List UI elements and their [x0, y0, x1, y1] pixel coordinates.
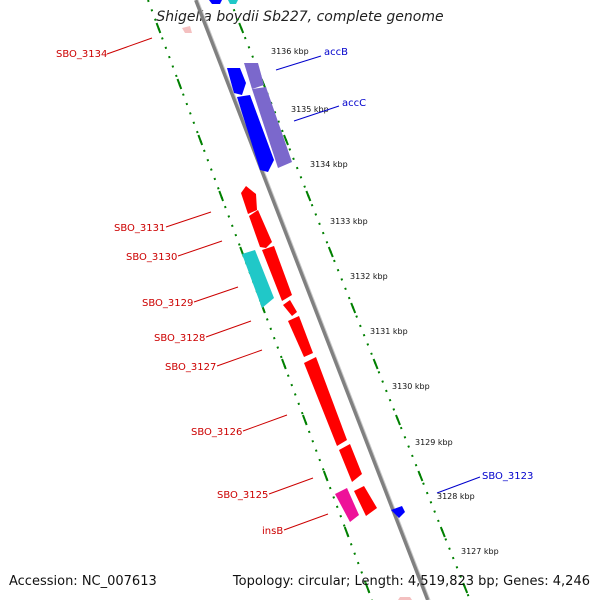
accession-text: Accession: NC_007613 — [9, 574, 157, 589]
label-leader — [275, 55, 322, 71]
gene-label-accB[interactable]: accB — [324, 47, 348, 58]
kbp-label: 3130 kbp — [392, 382, 430, 391]
gene-accB-alt[interactable] — [244, 63, 264, 89]
label-leader — [106, 37, 153, 55]
label-leader — [293, 105, 340, 122]
gene-label-SBO_3123[interactable]: SBO_3123 — [482, 471, 533, 482]
kbp-label: 3129 kbp — [415, 438, 453, 447]
kbp-label: 3135 kbp — [291, 105, 329, 114]
major-tick — [364, 582, 371, 594]
genome-title: Shigella boydii Sb227, complete genome — [156, 9, 444, 25]
gene-label-SBO_3130[interactable]: SBO_3130 — [126, 252, 177, 263]
gene-insB-a[interactable] — [335, 488, 359, 522]
major-tick — [462, 582, 469, 594]
label-leader — [216, 349, 263, 367]
kbp-label: 3134 kbp — [310, 160, 348, 169]
gene-accC[interactable] — [237, 95, 274, 172]
gene-SBO_3131[interactable] — [241, 186, 257, 214]
gene-SBO_3129[interactable] — [242, 250, 274, 308]
gene-partial-top-blue[interactable] — [209, 0, 222, 4]
major-tick — [322, 470, 329, 482]
label-leader — [283, 513, 329, 531]
label-leader — [242, 414, 288, 432]
label-leader — [268, 477, 314, 495]
major-tick — [372, 358, 379, 370]
kbp-label: 3128 kbp — [437, 492, 475, 501]
label-leader — [205, 320, 252, 338]
kbp-label: 3136 kbp — [271, 47, 309, 56]
kbp-label: 3133 kbp — [330, 217, 368, 226]
major-tick — [281, 358, 287, 370]
gene-SBO_3125[interactable] — [339, 444, 362, 482]
gene-label-SBO_3127[interactable]: SBO_3127 — [165, 362, 216, 373]
gene-insB-b[interactable] — [354, 486, 377, 516]
topology-stats-text: Topology: circular; Length: 4,519,823 bp… — [232, 574, 590, 589]
gene-SBO_3127[interactable] — [288, 316, 313, 357]
kbp-label: 3132 kbp — [350, 272, 388, 281]
reverse-gene-labels: SBO_3134 SBO_3131 SBO_3130 SBO_3129 SBO_… — [56, 37, 329, 537]
major-tick — [197, 134, 204, 146]
gene-label-SBO_3131[interactable]: SBO_3131 — [114, 223, 165, 234]
gene-SBO_3126[interactable] — [304, 357, 347, 446]
gene-SBO_3123[interactable] — [391, 506, 405, 518]
gene-partial-bottom[interactable] — [398, 597, 412, 600]
major-tick — [350, 302, 357, 314]
kbp-label: 3127 kbp — [461, 547, 499, 556]
gene-label-SBO_3128[interactable]: SBO_3128 — [154, 333, 205, 344]
major-tick — [218, 190, 224, 202]
genome-backbone-highlight — [197, 0, 431, 600]
label-leader — [177, 240, 223, 257]
label-leader — [193, 286, 239, 303]
major-tick — [283, 134, 289, 146]
forward-gene-labels: accB accC SBO_3123 — [275, 47, 533, 494]
genome-backbone — [194, 0, 430, 600]
major-tick — [155, 22, 162, 34]
major-tick — [327, 246, 334, 258]
gene-label-SBO_3129[interactable]: SBO_3129 — [142, 298, 193, 309]
gene-label-SBO_3125[interactable]: SBO_3125 — [217, 490, 268, 501]
gene-SBO_3128-b[interactable] — [283, 300, 297, 316]
label-leader — [436, 476, 481, 494]
major-tick — [395, 414, 401, 426]
major-tick — [417, 470, 424, 482]
gene-label-accC[interactable]: accC — [342, 98, 366, 109]
major-tick — [238, 22, 245, 34]
major-tick — [439, 526, 446, 538]
label-leader — [165, 211, 212, 228]
gene-SBO_3134[interactable] — [182, 26, 192, 33]
gene-accC-alt[interactable] — [252, 87, 292, 168]
gene-partial-top-cyan[interactable] — [228, 0, 238, 4]
gene-accB[interactable] — [227, 68, 246, 95]
major-tick — [301, 414, 308, 426]
gene-SBO_3130[interactable] — [249, 210, 272, 248]
major-tick — [343, 526, 350, 538]
major-tick — [176, 78, 183, 90]
kbp-label: 3131 kbp — [370, 327, 408, 336]
kbp-labels: 3136 kbp 3135 kbp 3134 kbp 3133 kbp 3132… — [271, 47, 499, 556]
gene-label-insB[interactable]: insB — [262, 526, 283, 537]
major-tick — [305, 190, 312, 202]
gene-label-SBO_3134[interactable]: SBO_3134 — [56, 49, 107, 60]
gene-SBO_3128-a[interactable] — [262, 246, 292, 301]
gene-label-SBO_3126[interactable]: SBO_3126 — [191, 427, 242, 438]
